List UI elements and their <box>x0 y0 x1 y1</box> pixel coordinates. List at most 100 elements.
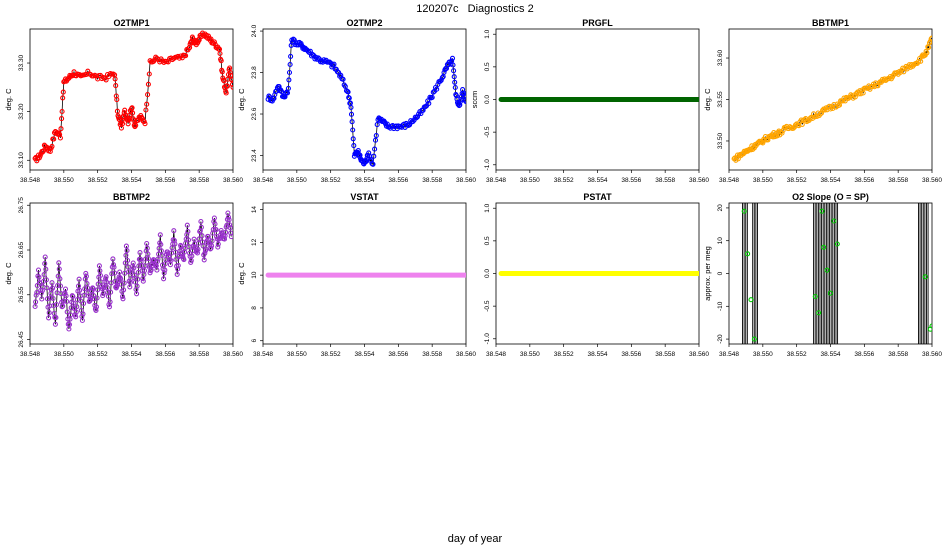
x-tick-label: 38.550 <box>54 177 74 184</box>
y-tick-label: 26.65 <box>18 241 25 258</box>
data-point <box>161 276 167 282</box>
data-point <box>452 84 458 91</box>
y-tick-label: 0.5 <box>484 62 491 71</box>
data-point <box>198 218 204 225</box>
data-point <box>137 256 144 262</box>
data-point <box>125 264 131 270</box>
data-point <box>350 136 356 142</box>
data-point <box>818 110 825 116</box>
y-tick-label: 0.0 <box>484 269 491 278</box>
data-point <box>200 243 206 249</box>
data-point <box>434 86 440 92</box>
data-point <box>43 266 49 272</box>
data-point <box>100 290 106 297</box>
data-point <box>172 241 178 247</box>
data-point <box>224 222 230 228</box>
data-point <box>181 257 187 263</box>
data-point <box>340 76 346 82</box>
data-point <box>74 304 80 310</box>
data-point <box>59 108 65 115</box>
data-point <box>808 114 814 120</box>
data-point <box>119 121 126 127</box>
data-point <box>108 289 114 295</box>
data-point <box>60 303 66 309</box>
data-point <box>131 265 137 271</box>
y-tick-label: 12 <box>251 238 258 246</box>
y-tick-label: 33.30 <box>18 55 25 72</box>
data-point <box>827 290 834 296</box>
data-point <box>128 269 135 276</box>
data-point <box>93 304 100 310</box>
data-point <box>351 143 357 149</box>
data-point <box>307 48 313 54</box>
data-point <box>451 74 457 80</box>
data-point <box>178 244 184 250</box>
plot-area <box>32 210 233 332</box>
x-tick-label: 38.558 <box>422 351 442 358</box>
data-point <box>81 292 87 298</box>
x-tick-label: 38.556 <box>388 177 408 184</box>
data-point <box>56 260 62 266</box>
y-tick-label: 14 <box>251 206 258 214</box>
x-tick-label: 38.554 <box>821 177 841 184</box>
data-point <box>348 111 355 117</box>
data-point <box>226 217 232 223</box>
y-axis-label: deg. C <box>237 88 246 111</box>
panel-frame <box>728 202 933 345</box>
data-point <box>831 218 837 224</box>
data-point <box>287 61 293 68</box>
y-tick-label: 23.8 <box>251 66 258 79</box>
data-point <box>922 274 928 280</box>
data-point <box>414 114 421 120</box>
y-axis-label: deg. C <box>4 262 13 285</box>
data-point <box>172 249 179 255</box>
data-point <box>876 80 882 86</box>
data-point <box>66 322 73 328</box>
data-point <box>115 279 121 285</box>
x-tick-label: 38.552 <box>787 177 807 184</box>
data-point <box>205 234 211 240</box>
data-point <box>286 77 292 83</box>
x-tick-label: 38.552 <box>554 351 574 358</box>
data-point <box>812 114 818 120</box>
data-point <box>451 68 457 74</box>
y-tick-label: 10 <box>717 237 724 245</box>
x-tick-label: 38.556 <box>388 351 408 358</box>
x-tick-label: 38.552 <box>88 351 108 358</box>
plot-area <box>32 30 233 164</box>
data-point <box>449 55 456 61</box>
data-point <box>50 295 56 302</box>
y-tick-label: 26.45 <box>18 331 25 348</box>
data-point <box>41 272 47 278</box>
data-point <box>130 110 136 116</box>
x-tick-label: 38.558 <box>888 177 908 184</box>
data-point <box>218 227 224 234</box>
x-tick-label: 38.548 <box>253 351 273 358</box>
data-point <box>201 257 207 263</box>
data-point <box>46 310 52 316</box>
data-point <box>342 83 348 89</box>
data-point <box>83 273 89 279</box>
data-point <box>124 248 130 254</box>
data-point <box>33 292 39 298</box>
x-tick-label: 38.550 <box>287 177 307 184</box>
y-tick-label: 8 <box>251 306 258 310</box>
data-point <box>429 94 435 100</box>
data-point <box>227 222 233 228</box>
data-point <box>452 79 458 85</box>
data-point <box>745 251 751 257</box>
data-point <box>130 260 136 266</box>
x-tick-label: 38.550 <box>520 177 540 184</box>
data-point <box>64 309 70 315</box>
data-point <box>373 133 379 139</box>
x-tick-label: 38.558 <box>422 177 442 184</box>
data-point <box>171 228 177 234</box>
data-point <box>461 90 466 96</box>
data-point <box>350 127 356 133</box>
y-tick-label: 0.0 <box>484 95 491 104</box>
data-point <box>105 293 111 299</box>
x-tick-label: 38.548 <box>20 351 40 358</box>
data-point <box>129 105 135 111</box>
panel-title: PSTAT <box>583 192 612 202</box>
data-point <box>91 293 97 299</box>
